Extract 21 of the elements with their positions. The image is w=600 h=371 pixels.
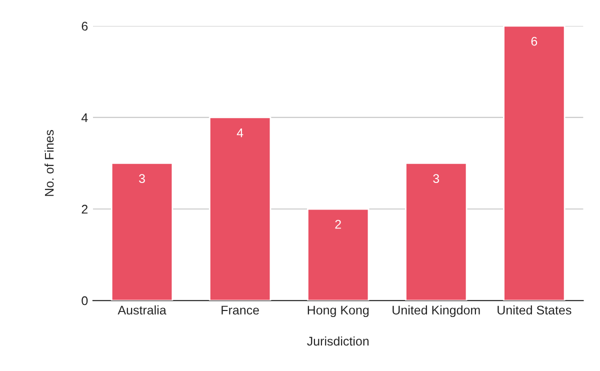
x-tick-label: France [222,306,259,315]
bar [208,116,272,301]
y-tick-label: 0 [82,296,88,306]
x-tick-label: Australia [118,305,166,315]
data-label: 6 [531,36,538,46]
x-axis-title: Jurisdiction [307,336,369,346]
y-tick-label: 4 [81,113,88,122]
bar [405,162,468,301]
bar [307,208,370,301]
bar [110,162,174,301]
data-label: 3 [139,174,145,183]
y-tick-label: 2 [82,204,88,214]
data-label: 3 [433,174,440,183]
x-tick-label: Hong Kong [308,306,369,318]
x-tick-label: United States [498,305,572,315]
bar [503,26,566,301]
y-tick-label: 6 [82,22,88,31]
data-label: 4 [236,128,244,138]
x-tick-label: United Kingdom [392,305,480,318]
data-label: 2 [335,220,341,229]
y-axis-title: No. of Fines [44,130,54,196]
